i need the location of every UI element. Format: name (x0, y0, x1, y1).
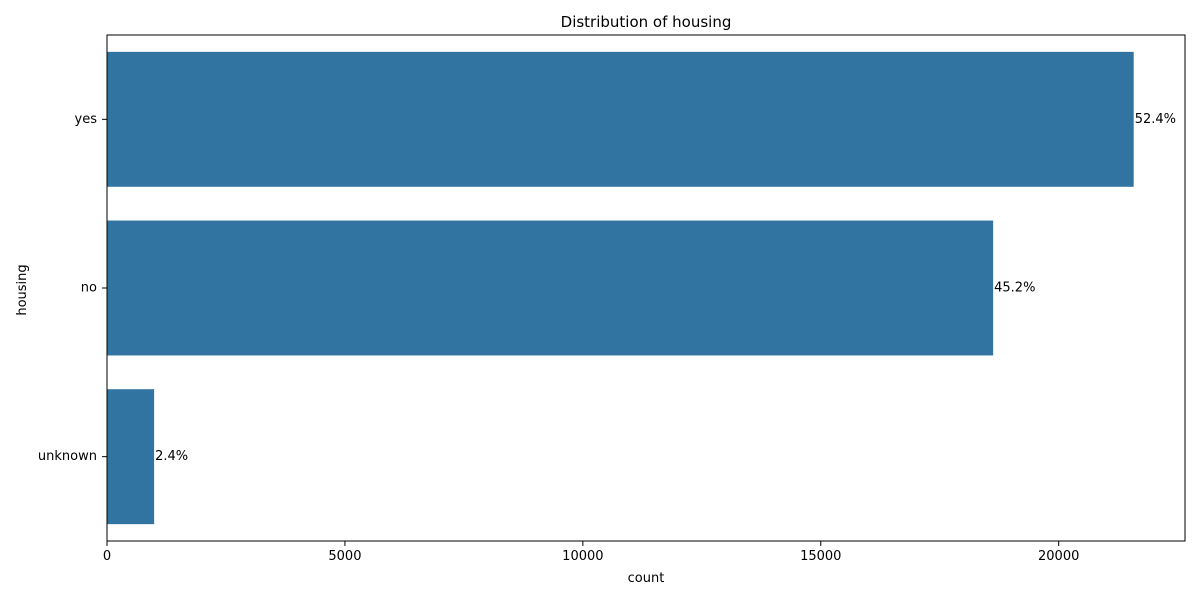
x-axis-label: count (628, 571, 665, 586)
chart-title: Distribution of housing (561, 13, 732, 31)
data-label-yes: 52.4% (1135, 112, 1176, 127)
x-tick-label-10000: 10000 (562, 549, 603, 564)
x-tick-label-20000: 20000 (1038, 549, 1079, 564)
bar-no (107, 220, 994, 356)
bar-unknown (107, 389, 155, 525)
y-tick-label-yes: yes (75, 112, 98, 127)
x-tick-label-0: 0 (103, 549, 111, 564)
data-label-unknown: 2.4% (155, 449, 188, 464)
data-label-no: 45.2% (994, 281, 1035, 296)
plot-frame (106, 34, 1186, 542)
y-axis-label: housing (15, 264, 30, 315)
data-labels-layer: 52.4% 45.2% 2.4% (155, 112, 1176, 464)
y-tick-label-no: no (81, 281, 97, 296)
x-tick-label-15000: 15000 (800, 549, 841, 564)
x-tick-label-5000: 5000 (328, 549, 361, 564)
y-tick-label-unknown: unknown (38, 449, 97, 464)
ticks-layer: yes no unknown 0 5000 10000 15000 20000 (38, 112, 1079, 564)
bars-layer (107, 51, 1134, 525)
bar-yes (107, 51, 1134, 187)
